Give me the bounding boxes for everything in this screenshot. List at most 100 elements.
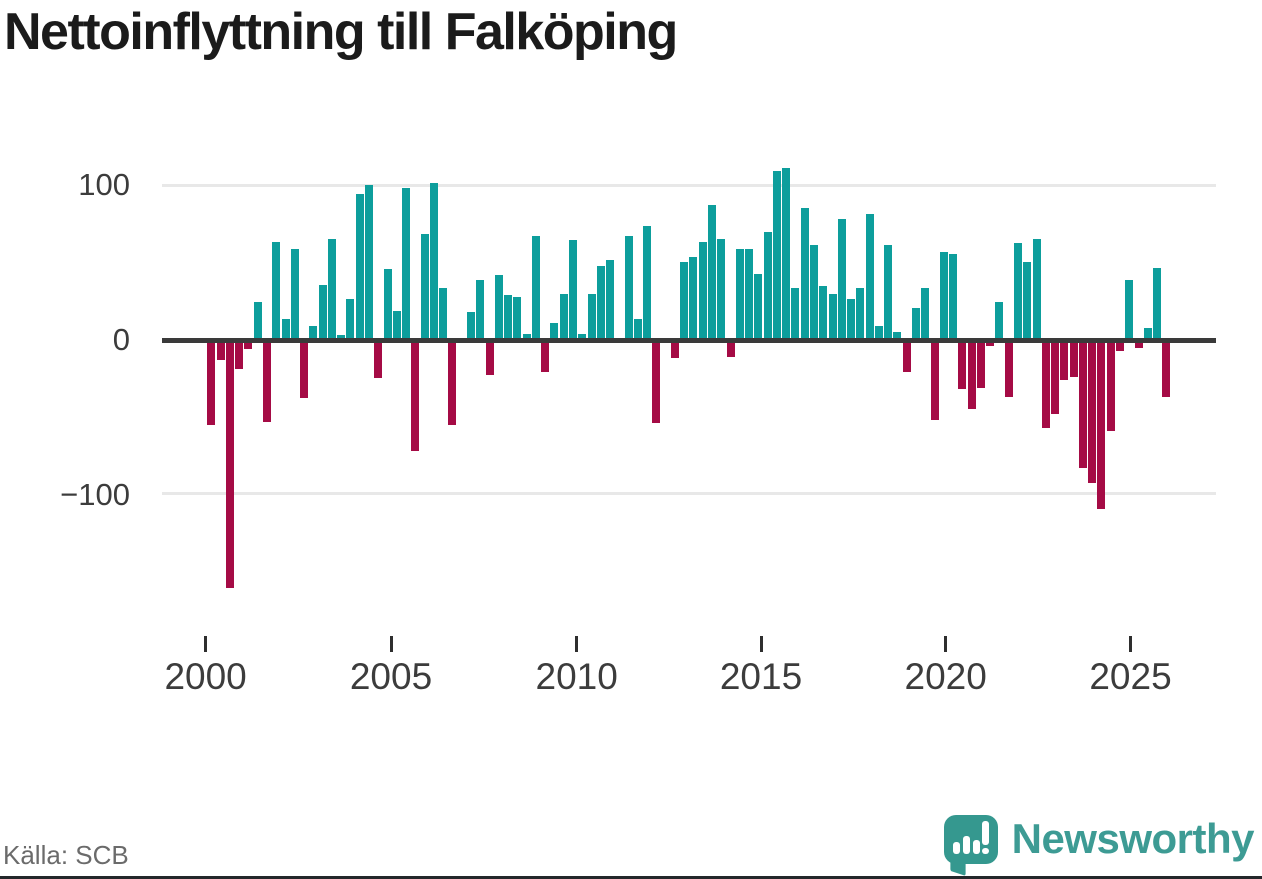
bar-2024-Q4 [1125, 280, 1134, 340]
bar-2024-Q3 [1116, 340, 1124, 351]
bar-2010-Q3 [596, 266, 605, 340]
bar-2023-Q2 [1069, 340, 1078, 377]
bar-2006-Q2 [439, 287, 448, 340]
bar-2004-Q3 [374, 340, 383, 379]
bar-2000-Q4 [235, 340, 244, 370]
bar-2014-Q4 [754, 273, 763, 340]
bar-2007-Q2 [476, 280, 485, 340]
bar-2018-Q2 [884, 244, 893, 340]
y-axis-label-0: 0 [112, 322, 130, 357]
bar-2013-Q2 [698, 241, 707, 340]
x-tick-2025 [1129, 636, 1132, 652]
bar-2015-Q2 [772, 170, 781, 340]
bar-2012-Q4 [680, 261, 689, 340]
x-axis-label-2025: 2025 [1089, 656, 1172, 697]
bar-2019-Q4 [939, 252, 948, 340]
bar-2018-Q3 [893, 332, 902, 340]
bar-2016-Q3 [819, 286, 828, 340]
x-axis-label-2015: 2015 [719, 656, 803, 697]
bar-2024-Q2 [1106, 340, 1115, 431]
x-axis-label-2005: 2005 [349, 656, 433, 697]
x-tick-2020 [944, 636, 948, 652]
zero-axis-line [162, 337, 1216, 343]
bar-2020-Q4 [976, 340, 985, 388]
bar-2004-Q4 [383, 269, 392, 340]
bar-2002-Q4 [309, 326, 318, 340]
bar-2005-Q3 [411, 340, 420, 451]
bar-2011-Q2 [624, 235, 633, 340]
bar-2007-Q1 [466, 312, 475, 340]
bar-2017-Q3 [856, 287, 865, 340]
bar-2009-Q1 [541, 340, 550, 373]
bar-2009-Q3 [559, 293, 568, 340]
bar-2017-Q1 [837, 218, 846, 340]
bar-2022-Q3 [1041, 340, 1050, 428]
bar-2013-Q4 [717, 238, 726, 340]
chart-title: Nettoinflyttning till Falköping [4, 3, 678, 61]
bar-2010-Q1 [578, 333, 587, 340]
bar-2001-Q2 [253, 301, 262, 340]
x-axis-label-2010: 2010 [535, 656, 618, 697]
bar-2004-Q1 [355, 194, 364, 340]
bar-2023-Q3 [1078, 340, 1087, 468]
bar-2003-Q1 [318, 284, 327, 340]
bar-2025-Q2 [1143, 327, 1152, 340]
bar-2003-Q4 [346, 298, 355, 340]
bar-2011-Q4 [643, 226, 652, 340]
bar-2005-Q4 [420, 233, 429, 340]
bar-2008-Q3 [522, 333, 531, 340]
bar-2019-Q1 [912, 307, 920, 340]
bar-2025-Q4 [1162, 340, 1171, 397]
bar-2014-Q1 [726, 340, 735, 357]
y-axis-label-100: 100 [78, 167, 130, 202]
x-axis-label-2020: 2020 [904, 656, 987, 697]
bar-2001-Q1 [244, 340, 253, 350]
bar-2014-Q3 [745, 249, 754, 340]
bar-2008-Q4 [531, 235, 540, 340]
brand-name: Newsworthy [1011, 815, 1255, 862]
bar-2008-Q1 [504, 295, 512, 340]
bar-2015-Q3 [782, 167, 791, 340]
bubble-tail [950, 854, 966, 876]
bar-2019-Q2 [921, 287, 930, 340]
bar-2009-Q4 [568, 240, 577, 340]
x-tick-2010 [575, 636, 579, 652]
bar-2023-Q1 [1060, 340, 1069, 380]
bar-2021-Q1 [986, 340, 995, 347]
bar-2000-Q2 [216, 340, 225, 360]
bar-2010-Q4 [606, 260, 614, 340]
bar-2017-Q2 [847, 298, 856, 340]
bar-2020-Q1 [949, 253, 958, 340]
bar-2007-Q3 [485, 340, 494, 376]
bar-2008-Q2 [513, 297, 522, 340]
y-axis-label-neg100: −100 [60, 477, 130, 512]
bar-2019-Q3 [930, 340, 939, 420]
bar-2002-Q2 [290, 249, 299, 340]
logo-bar-2 [962, 836, 970, 854]
bar-2016-Q1 [800, 207, 809, 340]
newsworthy-bubble-icon [943, 815, 998, 876]
bar-2001-Q4 [272, 241, 281, 340]
bar-2023-Q4 [1088, 340, 1097, 483]
bar-2012-Q1 [652, 340, 661, 423]
bar-2017-Q4 [865, 214, 874, 340]
bar-2000-Q3 [225, 340, 234, 588]
bar-2006-Q1 [429, 183, 438, 340]
bar-2018-Q4 [902, 340, 911, 373]
bar-2025-Q3 [1153, 267, 1161, 340]
bar-2004-Q2 [364, 184, 373, 340]
brand-logo: Newsworthy [943, 808, 1255, 876]
bar-2012-Q3 [670, 340, 679, 359]
x-tick-2000 [204, 636, 208, 652]
gridline-100 [162, 184, 1216, 187]
bar-2003-Q2 [327, 238, 336, 340]
bar-2002-Q3 [300, 340, 308, 399]
x-tick-2005 [389, 636, 393, 652]
bar-2018-Q1 [874, 326, 883, 340]
x-tick-2015 [759, 636, 763, 652]
bar-2000-Q1 [207, 340, 216, 425]
bar-2020-Q3 [967, 340, 976, 410]
bar-2010-Q2 [587, 293, 596, 340]
bar-2015-Q1 [763, 232, 772, 340]
bar-2025-Q1 [1134, 340, 1143, 348]
